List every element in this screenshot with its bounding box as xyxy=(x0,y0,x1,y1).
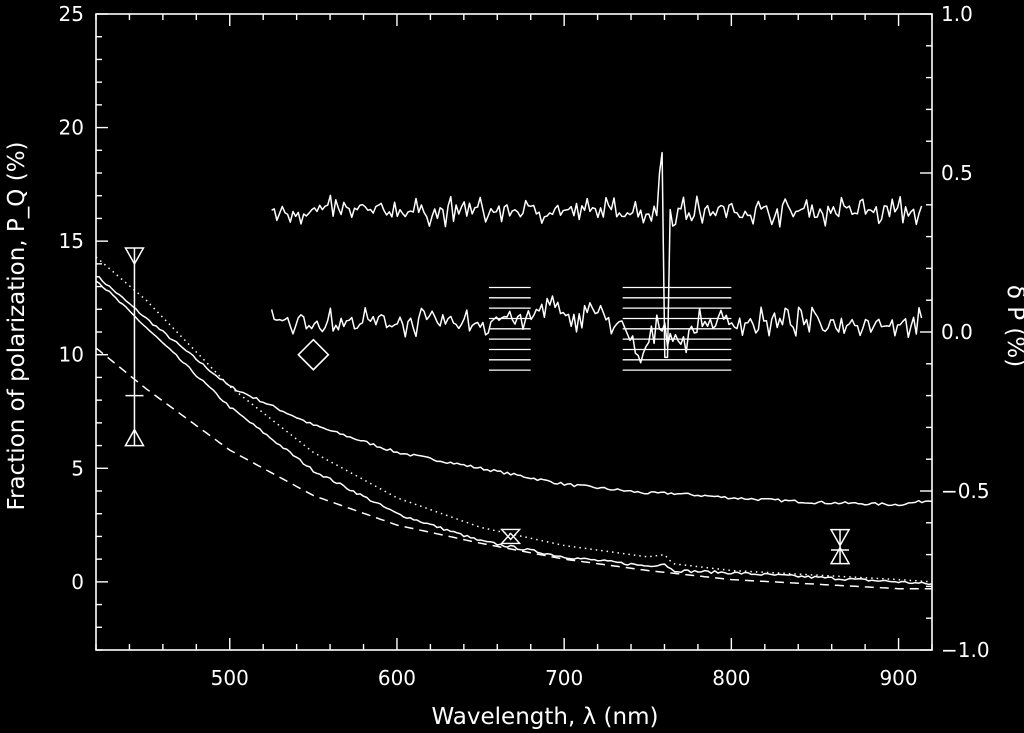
right-y-tick-label: −0.5 xyxy=(941,479,990,503)
series-line-3 xyxy=(95,256,933,583)
error-bar-lower-triangle xyxy=(829,546,851,565)
plot-frame xyxy=(95,13,933,651)
diamond-marker xyxy=(297,338,330,371)
right-y-tick-label: −1.0 xyxy=(941,638,990,662)
x-tick-label: 500 xyxy=(211,666,249,690)
left-y-axis-ticks: 0 5 10 15 20 25 xyxy=(59,2,108,651)
error-bar-upper-triangle xyxy=(829,528,851,548)
left-y-tick-label: 5 xyxy=(71,456,84,480)
x-tick-label: 600 xyxy=(378,666,416,690)
x-axis-label: Wavelength, λ (nm) xyxy=(432,704,659,730)
left-y-tick-label: 25 xyxy=(59,2,84,26)
left-y-tick-label: 0 xyxy=(71,570,84,594)
left-y-tick-label: 10 xyxy=(59,343,84,367)
error-bars xyxy=(124,247,851,565)
left-y-tick-label: 15 xyxy=(59,229,84,253)
right-y-tick-label: 1.0 xyxy=(941,2,973,26)
x-tick-label: 800 xyxy=(712,666,750,690)
left-y-axis-label: Fraction of polarization, P_Q (%) xyxy=(4,141,30,510)
x-tick-label: 900 xyxy=(879,666,917,690)
left-y-tick-label: 20 xyxy=(59,116,84,140)
triangle-marker-up xyxy=(500,532,522,545)
x-tick-label: 700 xyxy=(545,666,583,690)
error-bar-upper-triangle xyxy=(124,247,145,266)
markers xyxy=(297,338,522,545)
error-bar-lower-triangle xyxy=(124,428,145,447)
x-axis-ticks: 500 600 700 800 900 xyxy=(95,14,933,690)
plot-border xyxy=(95,13,933,651)
series-group xyxy=(95,151,933,590)
right-y-axis-ticks: −1.0 −0.5 0.0 0.5 1.0 xyxy=(920,2,990,662)
series-line-4 xyxy=(95,347,932,590)
series-line-2 xyxy=(95,280,933,586)
triangle-marker-down xyxy=(500,528,522,541)
reference-bands xyxy=(488,286,732,371)
series-line-6 xyxy=(270,295,923,364)
right-y-tick-label: 0.0 xyxy=(941,320,973,344)
series-line-5 xyxy=(271,151,923,359)
right-y-axis-label: δ P (%) xyxy=(1002,285,1024,367)
right-y-tick-label: 0.5 xyxy=(941,161,973,185)
series-line-1 xyxy=(95,275,933,507)
